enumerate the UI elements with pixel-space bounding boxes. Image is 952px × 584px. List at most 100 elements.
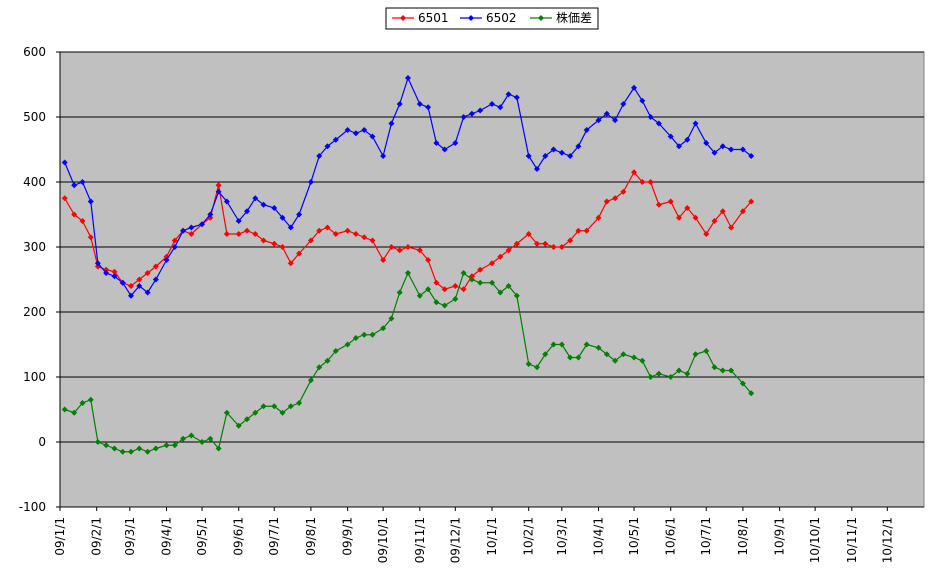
point-marker xyxy=(260,201,267,208)
point-marker xyxy=(441,286,448,293)
point-marker xyxy=(61,195,68,202)
point-marker xyxy=(404,270,411,276)
point-marker xyxy=(655,201,662,208)
point-marker xyxy=(244,208,251,215)
x-tick-label: 09/10/1 xyxy=(376,517,390,563)
point-marker xyxy=(684,136,691,143)
point-marker xyxy=(152,445,159,452)
point-marker xyxy=(460,114,467,120)
point-marker xyxy=(279,214,286,221)
point-marker xyxy=(244,227,251,234)
point-marker xyxy=(252,409,259,416)
point-marker xyxy=(404,75,411,81)
point-marker xyxy=(361,127,368,133)
point-marker xyxy=(260,403,267,410)
legend-marker xyxy=(468,15,474,21)
point-marker xyxy=(94,260,101,267)
x-tick-label: 10/11/1 xyxy=(845,517,859,563)
x-tick-label: 09/12/1 xyxy=(448,517,462,563)
point-marker xyxy=(620,188,627,195)
point-marker xyxy=(620,101,627,107)
point-marker xyxy=(676,214,683,221)
point-marker xyxy=(460,270,467,276)
point-marker xyxy=(171,237,178,244)
point-marker xyxy=(71,182,78,189)
point-marker xyxy=(103,442,110,449)
point-marker xyxy=(71,211,78,218)
x-tick-label: 10/6/1 xyxy=(664,517,678,556)
point-marker xyxy=(235,422,242,429)
point-marker xyxy=(361,331,368,338)
point-marker xyxy=(558,341,565,348)
legend-marker xyxy=(400,15,406,21)
point-marker xyxy=(144,289,151,296)
point-marker xyxy=(119,448,126,455)
point-marker xyxy=(647,114,654,120)
point-marker xyxy=(692,351,699,358)
point-marker xyxy=(128,292,135,299)
point-marker xyxy=(87,198,94,205)
point-marker xyxy=(583,227,590,234)
point-marker xyxy=(416,292,423,299)
point-marker xyxy=(207,435,214,442)
x-tick-label: 09/11/1 xyxy=(413,517,427,563)
point-marker xyxy=(215,445,222,452)
point-marker xyxy=(728,367,735,374)
point-marker xyxy=(332,136,339,143)
legend-marker xyxy=(538,15,544,21)
point-marker xyxy=(344,341,351,348)
series-line xyxy=(64,76,752,297)
point-marker xyxy=(703,140,710,146)
point-marker xyxy=(505,283,512,289)
point-marker xyxy=(316,153,323,159)
point-marker xyxy=(667,133,674,140)
point-marker xyxy=(396,247,403,254)
point-marker xyxy=(575,354,582,361)
point-marker xyxy=(180,435,187,442)
point-marker xyxy=(180,227,187,234)
point-marker xyxy=(684,205,691,211)
point-marker xyxy=(199,439,206,445)
point-marker xyxy=(111,445,118,452)
point-marker xyxy=(380,257,387,263)
point-marker xyxy=(639,179,646,185)
point-marker xyxy=(497,289,504,296)
point-marker xyxy=(136,445,143,452)
point-marker xyxy=(711,364,718,371)
point-marker xyxy=(128,283,135,289)
point-marker xyxy=(513,240,520,247)
point-marker xyxy=(748,153,755,159)
point-marker xyxy=(567,354,574,361)
point-marker xyxy=(612,357,619,364)
point-marker xyxy=(728,224,735,231)
x-tick-label: 10/10/1 xyxy=(808,517,822,563)
legend-label: 6501 xyxy=(418,11,449,25)
point-marker xyxy=(460,286,467,293)
point-marker xyxy=(525,361,532,367)
point-marker xyxy=(388,120,395,127)
point-marker xyxy=(425,286,432,293)
point-marker xyxy=(477,279,484,286)
point-marker xyxy=(136,276,143,283)
point-marker xyxy=(324,357,331,364)
point-marker xyxy=(369,331,376,338)
point-marker xyxy=(595,344,602,351)
point-marker xyxy=(542,153,549,159)
point-marker xyxy=(307,237,314,244)
point-marker xyxy=(369,237,376,244)
point-marker xyxy=(352,335,359,341)
point-marker xyxy=(136,283,143,289)
point-marker xyxy=(199,221,206,228)
point-marker xyxy=(533,364,540,371)
point-marker xyxy=(324,224,331,231)
point-marker xyxy=(497,253,504,260)
point-marker xyxy=(505,247,512,254)
point-marker xyxy=(441,146,448,153)
point-marker xyxy=(603,198,610,205)
point-marker xyxy=(332,231,339,237)
point-marker xyxy=(171,244,178,250)
x-tick-label: 09/6/1 xyxy=(232,517,246,556)
x-tick-label: 10/7/1 xyxy=(699,517,713,556)
y-tick-label: 0 xyxy=(38,435,46,449)
